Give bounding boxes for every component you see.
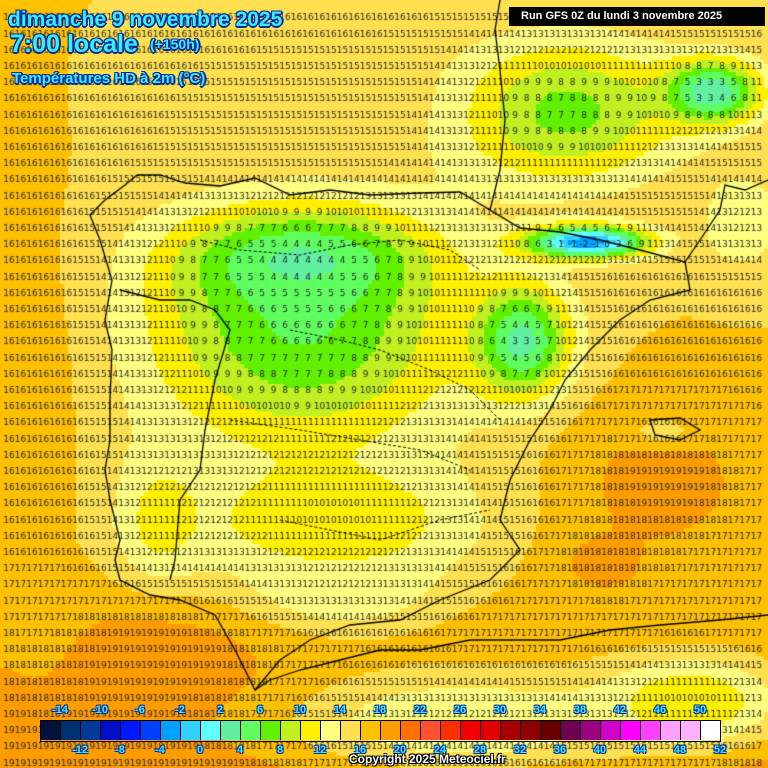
legend-swatch xyxy=(581,721,601,740)
legend-tick-label: -14 xyxy=(52,704,68,716)
legend-tick-label: -8 xyxy=(115,744,125,756)
legend-swatch xyxy=(701,721,720,740)
legend-tick-label: 46 xyxy=(653,704,667,716)
legend-swatch xyxy=(341,721,361,740)
legend-swatch xyxy=(461,721,481,740)
legend-swatch xyxy=(281,721,301,740)
legend-swatch xyxy=(401,721,421,740)
legend-swatch xyxy=(361,721,381,740)
legend-tick-label: 16 xyxy=(353,744,367,756)
legend-tick-label: -4 xyxy=(155,744,165,756)
model-run-label: Run GFS 0Z du lundi 3 novembre 2025 xyxy=(509,7,765,26)
legend-tick-label: 12 xyxy=(313,744,327,756)
legend-tick-label: -12 xyxy=(72,744,88,756)
legend-tick-label: -2 xyxy=(175,704,185,716)
legend-tick-label: 14 xyxy=(333,704,347,716)
legend-swatch xyxy=(481,721,501,740)
legend-tick-label: 10 xyxy=(293,704,307,716)
legend-tick-label: -10 xyxy=(92,704,108,716)
legend-swatch xyxy=(381,721,401,740)
forecast-lead-time: (+150h) xyxy=(150,36,200,52)
legend-tick-label: 8 xyxy=(276,744,284,756)
legend-swatch xyxy=(81,721,101,740)
legend-tick-label: 18 xyxy=(373,704,387,716)
color-legend xyxy=(40,720,721,742)
legend-swatch xyxy=(661,721,681,740)
legend-swatch xyxy=(161,721,181,740)
legend-swatch xyxy=(621,721,641,740)
copyright: Copyright 2025 Meteociel.fr xyxy=(349,752,506,766)
legend-tick-label: 44 xyxy=(633,744,647,756)
legend-swatch xyxy=(641,721,661,740)
legend-tick-label: 36 xyxy=(553,744,567,756)
legend-tick-label: 20 xyxy=(393,744,407,756)
legend-swatch xyxy=(201,721,221,740)
parameter-title: Températures HD à 2m (°C) xyxy=(12,70,206,87)
legend-swatch xyxy=(501,721,521,740)
legend-swatch xyxy=(321,721,341,740)
legend-swatch xyxy=(141,721,161,740)
forecast-time: 7:00 locale xyxy=(10,30,138,58)
legend-swatch xyxy=(41,721,61,740)
legend-tick-label: 0 xyxy=(196,744,204,756)
legend-tick-label: 6 xyxy=(256,704,264,716)
legend-swatch xyxy=(301,721,321,740)
legend-swatch xyxy=(101,721,121,740)
legend-tick-label: -6 xyxy=(135,704,145,716)
legend-swatch xyxy=(241,721,261,740)
legend-tick-label: 26 xyxy=(453,704,467,716)
legend-swatch xyxy=(441,721,461,740)
forecast-date: dimanche 9 novembre 2025 xyxy=(8,8,283,31)
legend-swatch xyxy=(541,721,561,740)
legend-swatch xyxy=(261,721,281,740)
legend-swatch xyxy=(561,721,581,740)
legend-swatch xyxy=(521,721,541,740)
legend-swatch xyxy=(601,721,621,740)
legend-tick-label: 32 xyxy=(513,744,527,756)
legend-swatch xyxy=(681,721,701,740)
legend-tick-label: 52 xyxy=(713,744,727,756)
legend-tick-label: 34 xyxy=(533,704,547,716)
legend-swatch xyxy=(421,721,441,740)
legend-tick-label: 40 xyxy=(593,744,607,756)
legend-tick-label: 50 xyxy=(693,704,707,716)
legend-tick-label: 4 xyxy=(236,744,244,756)
legend-swatch xyxy=(181,721,201,740)
legend-tick-label: 42 xyxy=(613,704,627,716)
legend-tick-label: 2 xyxy=(216,704,224,716)
legend-swatch xyxy=(61,721,81,740)
legend-tick-label: 22 xyxy=(413,704,427,716)
legend-swatch xyxy=(121,721,141,740)
legend-tick-label: 24 xyxy=(433,744,447,756)
legend-tick-label: 38 xyxy=(573,704,587,716)
legend-tick-label: 28 xyxy=(473,744,487,756)
legend-tick-label: 48 xyxy=(673,744,687,756)
legend-tick-label: 30 xyxy=(493,704,507,716)
legend-swatch xyxy=(221,721,241,740)
